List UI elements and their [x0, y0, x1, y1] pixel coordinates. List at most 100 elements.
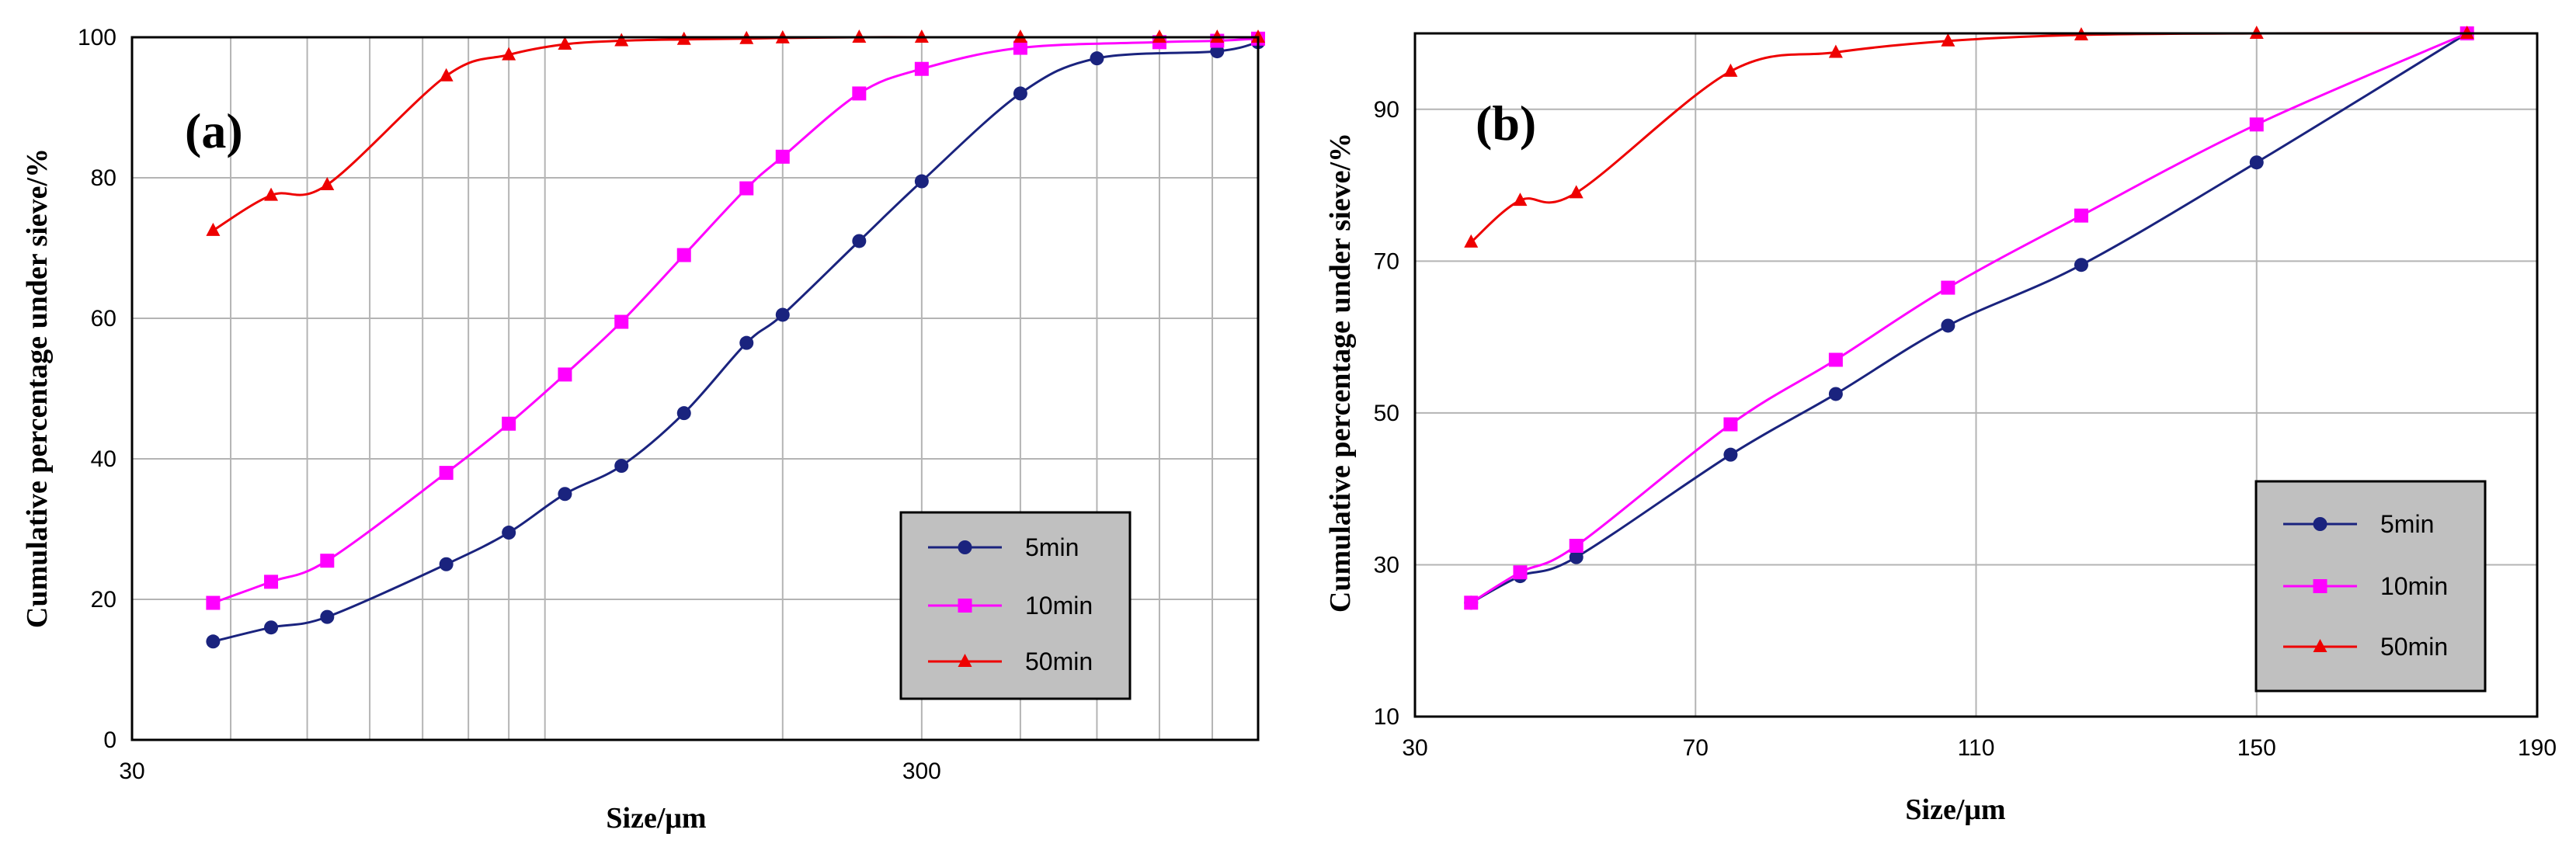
- panel-a-data-point-50min: [264, 187, 279, 201]
- panel-a-data-point-5min: [1013, 86, 1027, 101]
- panel-a-y-tick-label: 60: [91, 306, 116, 332]
- panel-a-data-point-5min: [775, 307, 790, 322]
- panel-b-y-axis-title: Cumulative percentage under sieve/%: [1324, 133, 1357, 613]
- panel-a-data-point-10min: [914, 61, 929, 76]
- panel-a-data-point-5min: [676, 406, 691, 421]
- panel-b-legend-marker-10min: [2313, 579, 2327, 593]
- panel-b-series-line-50min: [1470, 32, 2467, 244]
- panel-b-series: [1464, 26, 2474, 610]
- panel-a-data-point-10min: [676, 248, 691, 262]
- panel-a-y-tick-label: 100: [78, 25, 116, 50]
- panel-a-data-point-50min: [320, 177, 335, 191]
- panel-b-legend-marker-50min: [2313, 639, 2327, 652]
- panel-b-data-point-50min: [1723, 63, 1738, 77]
- panel-a-label: (a): [185, 103, 243, 158]
- panel-a-data-point-10min: [852, 86, 867, 101]
- panel-b-data-point-10min: [1828, 352, 1843, 367]
- panel-a-legend-label-50min: 50min: [1025, 647, 1093, 675]
- panel-b-data-point-50min: [1464, 234, 1479, 248]
- panel-a-data-point-50min: [439, 68, 454, 82]
- panel-b-x-tick-label: 30: [1402, 735, 1427, 761]
- panel-a-data-point-5min: [1210, 44, 1225, 59]
- panel-b-data-point-50min: [1941, 33, 1955, 47]
- panel-a-y-tick-label: 40: [91, 446, 116, 472]
- panel-a-y-tick-label: 0: [103, 727, 116, 753]
- panel-b-data-point-10min: [2074, 208, 2088, 223]
- panel-a-x-tick-label: 300: [902, 759, 941, 784]
- panel-b-x-tick-label: 110: [1958, 735, 1995, 761]
- panel-a-legend-marker-10min: [958, 599, 972, 613]
- panel-b-data-point-5min: [2074, 258, 2088, 273]
- panel-b-x-tick-label: 70: [1683, 735, 1709, 761]
- panel-a-data-point-5min: [1090, 51, 1104, 66]
- panel-b-data-point-50min: [1513, 193, 1528, 207]
- panel-a-data-point-10min: [1013, 40, 1027, 55]
- panel-a-data-point-5min: [914, 174, 929, 189]
- panel-b-y-tick-label: 50: [1374, 401, 1399, 426]
- panel-a-data-point-10min: [775, 149, 790, 164]
- panel-a-plot-frame: [130, 36, 1260, 741]
- panel-b-data-point-10min: [2249, 117, 2264, 132]
- panel-b-data-point-10min: [1569, 539, 1583, 553]
- panel-a-data-point-10min: [439, 466, 454, 481]
- panel-a-tick-labels: 0 20 40 60 80 100 30 300: [78, 25, 941, 784]
- panel-b-legend-label-5min: 5min: [2380, 510, 2434, 538]
- panel-b-y-tick-label: 70: [1374, 248, 1399, 274]
- panel-a-data-point-50min: [502, 47, 516, 61]
- panel-b-data-point-10min: [1464, 595, 1479, 610]
- panel-b-plot-frame: [1413, 32, 2539, 718]
- panel-a-data-point-10min: [264, 575, 279, 589]
- panel-a-data-point-10min: [739, 181, 754, 196]
- panel-a-data-point-5min: [558, 487, 572, 502]
- panel-a-data-point-5min: [439, 557, 454, 571]
- panel-b-y-tick-label: 10: [1374, 704, 1399, 730]
- panel-b-data-point-5min: [1569, 550, 1583, 564]
- panel-b-legend-label-10min: 10min: [2380, 572, 2448, 600]
- panel-a-data-point-5min: [614, 459, 629, 474]
- panel-a-data-point-10min: [320, 554, 335, 568]
- panel-a-y-tick-label: 80: [91, 165, 116, 191]
- panel-a-legend-label-10min: 10min: [1025, 592, 1093, 620]
- panel-b-legend-label-50min: 50min: [2380, 633, 2448, 661]
- panel-a-series-line-10min: [212, 37, 1259, 604]
- panel-a-data-point-5min: [206, 634, 221, 649]
- panel-a-legend-marker-50min: [958, 654, 972, 667]
- panel-a-chart: 0 20 40 60 80 100 30 300 (a) Size/μm Cumulative…: [21, 25, 1265, 835]
- panel-b-data-point-5min: [1723, 447, 1738, 462]
- panel-a-data-point-50min: [614, 33, 629, 47]
- panel-a-data-point-10min: [502, 416, 516, 431]
- panel-b-label: (b): [1476, 95, 1536, 151]
- panel-a-legend-label-5min: 5min: [1025, 533, 1079, 561]
- panel-a-data-point-5min: [320, 609, 335, 624]
- panel-b-y-tick-label: 90: [1374, 97, 1399, 123]
- panel-b-legend-marker-5min: [2313, 517, 2327, 531]
- panel-b-data-point-10min: [1513, 565, 1528, 580]
- panel-a-legend-marker-5min: [958, 540, 972, 554]
- panel-a-data-point-5min: [739, 335, 754, 350]
- panel-a-data-point-5min: [502, 526, 516, 540]
- panel-b-data-point-5min: [1941, 318, 1955, 333]
- panel-b-x-axis-title: Size/μm: [1905, 793, 2005, 826]
- panel-b-y-tick-label: 30: [1374, 552, 1399, 578]
- panel-a-data-point-5min: [852, 234, 867, 248]
- panel-a-data-point-10min: [558, 367, 572, 382]
- panel-b-data-point-50min: [1569, 185, 1583, 199]
- panel-a-y-axis-title: Cumulative percentage under sieve/%: [21, 148, 54, 628]
- panel-a-y-tick-label: 20: [91, 587, 116, 613]
- panel-b-data-point-50min: [1828, 44, 1843, 58]
- panel-a-data-point-10min: [614, 314, 629, 329]
- panel-b-data-point-10min: [1941, 280, 1955, 295]
- panel-a-data-point-50min: [206, 222, 221, 236]
- panel-a-x-axis-title: Size/μm: [606, 802, 706, 835]
- panel-a-data-point-5min: [264, 620, 279, 635]
- panel-b-legend: 5min 10min 50min: [2254, 480, 2487, 693]
- panel-a-data-point-10min: [206, 595, 221, 610]
- panel-b-x-tick-label: 190: [2518, 735, 2557, 761]
- panel-a-legend: 5min 10min 50min: [899, 511, 1132, 700]
- panel-b-data-point-10min: [1723, 417, 1738, 432]
- panel-a-series-line-5min: [213, 40, 1259, 643]
- panel-b-data-point-5min: [1828, 387, 1843, 401]
